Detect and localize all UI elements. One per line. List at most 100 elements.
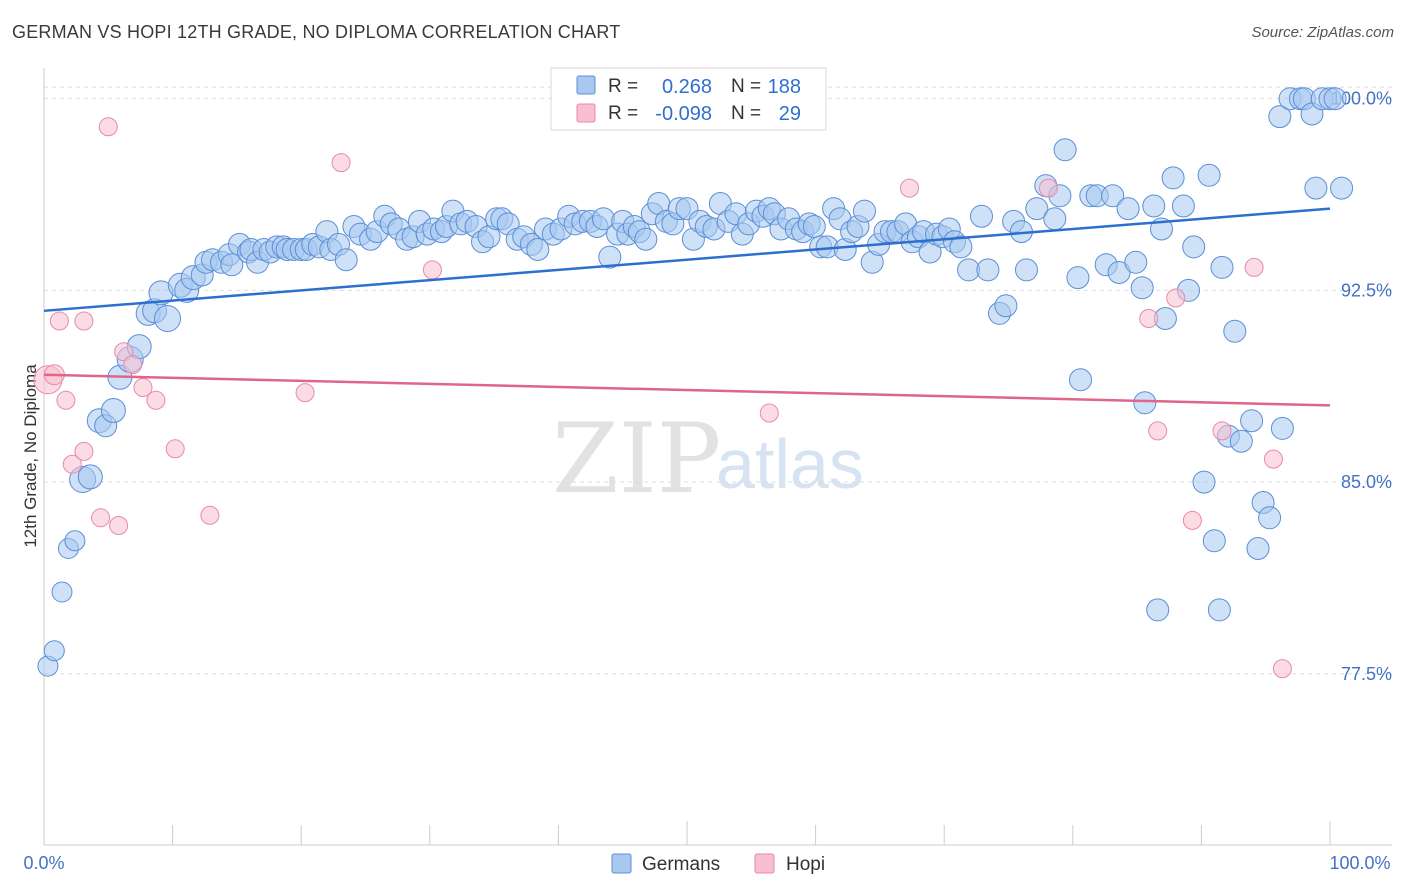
german-point xyxy=(1171,194,1195,218)
german-point xyxy=(853,199,876,223)
german-point xyxy=(100,398,126,423)
y-axis-title: 12th Grade, No Diploma xyxy=(21,364,40,548)
german-point xyxy=(1107,261,1131,284)
hopi-point xyxy=(1244,257,1264,277)
bottom-legend-german-swatch xyxy=(611,853,632,874)
legend-german-r-label: R = xyxy=(608,76,638,97)
hopi-point xyxy=(759,403,779,423)
german-point xyxy=(994,294,1018,318)
german-point xyxy=(1210,255,1234,279)
german-point xyxy=(949,235,973,259)
source-label: Source: ZipAtlas.com xyxy=(1251,24,1394,41)
hopi-point xyxy=(1038,178,1058,198)
hopi-point xyxy=(165,439,185,459)
german-point xyxy=(64,530,86,552)
hopi-point xyxy=(49,311,69,331)
legend-german-n-label: N = xyxy=(731,76,761,97)
bottom-legend: Germans Hopi xyxy=(611,853,825,875)
german-point xyxy=(154,305,181,332)
x-tick-label-min: 0.0% xyxy=(23,853,64,873)
german-point xyxy=(43,640,65,662)
y-tick-label: 100.0% xyxy=(1331,89,1392,109)
german-point xyxy=(1330,176,1354,200)
german-point xyxy=(1323,87,1347,111)
german-point xyxy=(1258,506,1282,530)
german-point xyxy=(1130,276,1154,300)
german-point xyxy=(1116,197,1140,221)
german-point xyxy=(1015,258,1038,282)
hopi-point xyxy=(1139,309,1159,328)
hopi-point xyxy=(62,454,82,474)
german-point xyxy=(1142,194,1166,218)
german-point xyxy=(1053,138,1077,162)
hopi-point xyxy=(1272,659,1292,679)
hopi-point xyxy=(146,390,166,410)
watermark-atlas: atlas xyxy=(716,425,864,503)
hopi-point xyxy=(109,516,129,535)
hopi-point xyxy=(331,153,351,173)
hopi-points xyxy=(33,117,1292,679)
german-point xyxy=(1025,197,1049,221)
hopi-point xyxy=(422,260,442,280)
watermark-zip: ZIP xyxy=(552,403,721,515)
german-point xyxy=(1202,529,1226,553)
german-point xyxy=(1192,470,1216,494)
bottom-legend-hopi-swatch xyxy=(754,853,775,874)
hopi-point xyxy=(74,441,94,461)
german-point xyxy=(1246,537,1270,560)
german-point xyxy=(970,204,993,228)
german-point xyxy=(77,464,103,490)
y-tick-label: 85.0% xyxy=(1341,472,1392,492)
legend-frame xyxy=(550,67,827,131)
german-point xyxy=(1304,176,1328,200)
y-tick-label: 77.5% xyxy=(1341,664,1392,684)
hopi-point xyxy=(1212,421,1232,441)
german-point xyxy=(526,238,550,261)
hopi-point xyxy=(98,117,118,137)
trend-lines xyxy=(43,207,1331,407)
legend-hopi-r-label: R = xyxy=(608,103,638,124)
hopi-point xyxy=(123,355,143,374)
hopi-point xyxy=(91,508,111,528)
german-point xyxy=(598,245,622,269)
german-point xyxy=(634,227,658,251)
german-point xyxy=(1223,319,1247,343)
german-point xyxy=(1229,429,1253,453)
german-point xyxy=(1161,166,1185,190)
german-point xyxy=(1240,409,1264,433)
legend-hopi-n-value: 29 xyxy=(779,103,801,125)
hopi-point xyxy=(900,178,919,198)
chart-title: GERMAN VS HOPI 12TH GRADE, NO DIPLOMA CO… xyxy=(12,22,621,42)
german-points xyxy=(37,87,1354,677)
hopi-point xyxy=(1263,449,1283,469)
hopi-point xyxy=(1166,288,1186,308)
hopi-point xyxy=(56,390,76,410)
legend-german-r-value: 0.268 xyxy=(662,76,712,98)
legend-box: R = 0.268 N = 188 R = -0.098 N = 29 xyxy=(550,67,827,131)
german-point xyxy=(334,248,358,272)
german-point xyxy=(1182,235,1206,259)
german-point xyxy=(1101,184,1125,208)
bottom-legend-german-label: Germans xyxy=(642,854,720,875)
legend-hopi-r-value: -0.098 xyxy=(655,103,712,125)
german-point xyxy=(1270,416,1294,440)
y-tick-label: 92.5% xyxy=(1341,280,1392,300)
hopi-trend-line xyxy=(43,373,1331,407)
german-point xyxy=(1066,266,1090,290)
hopi-point xyxy=(1148,421,1168,441)
hopi-point xyxy=(74,311,94,331)
german-point xyxy=(1146,598,1170,622)
german-point xyxy=(1268,105,1292,129)
legend-german-n-value: 188 xyxy=(768,76,801,98)
german-point xyxy=(1197,163,1221,187)
german-point xyxy=(1133,391,1157,415)
german-point xyxy=(957,258,981,282)
german-point xyxy=(220,253,244,277)
axes xyxy=(43,68,1392,846)
y-tick-labels: 77.5% 85.0% 92.5% 100.0% xyxy=(1331,89,1392,684)
x-ticks xyxy=(172,821,1331,845)
german-point xyxy=(1043,207,1067,231)
hopi-point xyxy=(200,505,220,525)
legend-hopi-swatch xyxy=(576,103,596,123)
